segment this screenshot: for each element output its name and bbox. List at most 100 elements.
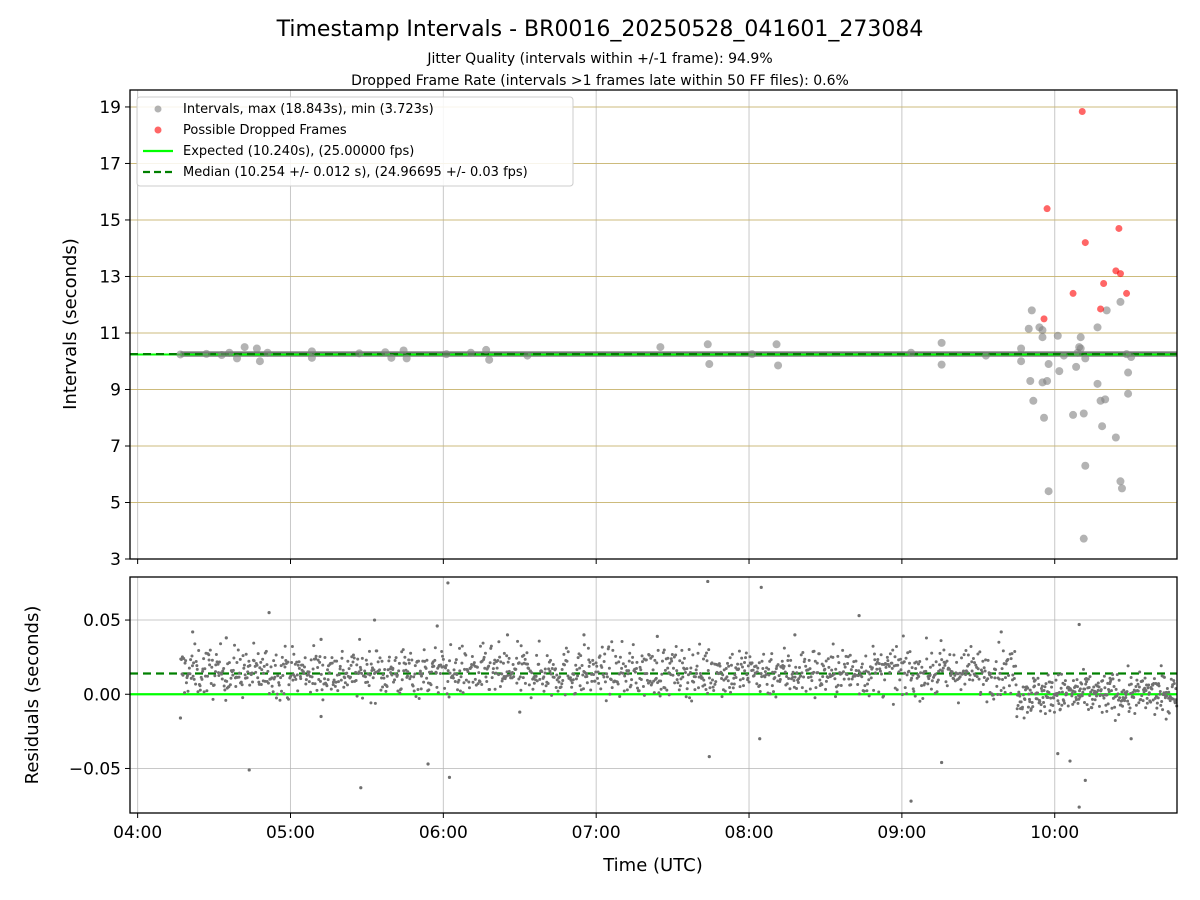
residual-point <box>744 656 748 660</box>
residual-point <box>624 679 628 683</box>
residual-point <box>810 679 814 683</box>
residual-point <box>548 669 552 673</box>
residual-point <box>517 677 521 681</box>
interval-point <box>1079 409 1088 418</box>
residual-outlier-point <box>582 633 586 637</box>
residual-point <box>873 658 877 662</box>
residual-point <box>686 673 690 677</box>
residual-point <box>1052 710 1056 714</box>
residual-point <box>986 658 990 662</box>
residual-point <box>365 662 369 666</box>
residual-point <box>972 661 976 665</box>
residual-point <box>318 679 322 683</box>
residual-point <box>227 661 231 665</box>
residual-point <box>1007 674 1011 678</box>
residual-point <box>771 670 775 674</box>
residual-point <box>750 661 754 665</box>
residual-point <box>516 639 520 643</box>
residual-outlier-point <box>178 716 183 720</box>
residual-point <box>752 674 756 678</box>
residual-point <box>418 669 422 673</box>
residual-point <box>527 667 531 671</box>
residual-point <box>281 674 285 678</box>
residual-point <box>670 659 674 663</box>
residual-point <box>1057 702 1061 706</box>
residual-point <box>209 681 213 685</box>
legend-label-dropped: Possible Dropped Frames <box>183 123 347 138</box>
residual-point <box>985 700 989 704</box>
residual-point <box>571 678 575 682</box>
residual-point <box>1164 690 1168 694</box>
residual-point <box>681 675 685 679</box>
residual-point <box>935 690 939 694</box>
residual-point <box>743 669 747 673</box>
residual-point <box>535 679 539 683</box>
residual-point <box>201 669 205 673</box>
residual-point <box>709 681 713 685</box>
residual-point <box>845 673 849 677</box>
intervals-y-ticks: 3 5 7 9 11 13 15 17 19 <box>99 98 130 570</box>
residual-point <box>744 651 748 655</box>
residual-point <box>682 656 686 660</box>
residual-point <box>860 675 864 679</box>
residual-point <box>890 666 894 670</box>
residual-point <box>1168 699 1172 703</box>
residual-point <box>887 664 891 668</box>
residual-point <box>610 640 614 644</box>
residual-point <box>904 656 908 660</box>
residual-point <box>1153 713 1157 717</box>
residual-point <box>381 685 385 689</box>
residual-point <box>502 651 506 655</box>
residual-outlier-point <box>758 737 762 741</box>
residual-point <box>684 695 688 699</box>
residual-point <box>318 655 322 659</box>
residual-point <box>278 698 282 702</box>
residual-point <box>1129 691 1133 695</box>
residual-point <box>834 695 838 699</box>
residual-point <box>710 678 714 682</box>
legend-label-expected: Expected (10.240s), (25.00000 fps) <box>183 144 414 159</box>
residual-point <box>674 653 678 657</box>
residual-point <box>683 671 687 675</box>
residual-point <box>786 659 790 663</box>
residual-point <box>622 689 626 693</box>
residual-point <box>1086 677 1090 681</box>
residual-point <box>638 665 642 669</box>
residual-point <box>948 653 952 657</box>
residual-point <box>943 663 947 667</box>
residual-point <box>788 687 792 691</box>
residual-point <box>274 653 278 657</box>
residual-point <box>924 636 928 640</box>
residual-point <box>523 657 527 661</box>
residual-point <box>1043 712 1047 716</box>
residual-point <box>894 645 898 649</box>
residual-point <box>1151 698 1155 702</box>
residual-point <box>1087 686 1091 690</box>
residual-point <box>864 654 868 658</box>
residual-point <box>982 666 986 670</box>
residual-point <box>1159 664 1163 668</box>
residual-point <box>596 670 600 674</box>
residual-point <box>233 643 237 647</box>
residual-point <box>494 671 498 675</box>
residual-point <box>704 688 708 692</box>
residual-point <box>193 642 197 646</box>
residual-point <box>768 692 772 696</box>
residual-point <box>689 666 693 670</box>
residual-point <box>252 659 256 663</box>
residual-point <box>1071 679 1075 683</box>
residual-point <box>1038 700 1042 704</box>
residual-point <box>785 675 789 679</box>
residual-point <box>545 654 549 658</box>
residual-point <box>261 671 265 675</box>
residual-point <box>856 682 860 686</box>
residual-point <box>1076 701 1080 705</box>
residual-point <box>491 671 495 675</box>
residual-point <box>997 677 1001 681</box>
residual-point <box>627 659 631 663</box>
residual-point <box>280 689 284 693</box>
residual-point <box>1137 701 1141 705</box>
residual-point <box>1042 701 1046 705</box>
residual-point <box>794 665 798 669</box>
residual-point <box>605 672 609 676</box>
